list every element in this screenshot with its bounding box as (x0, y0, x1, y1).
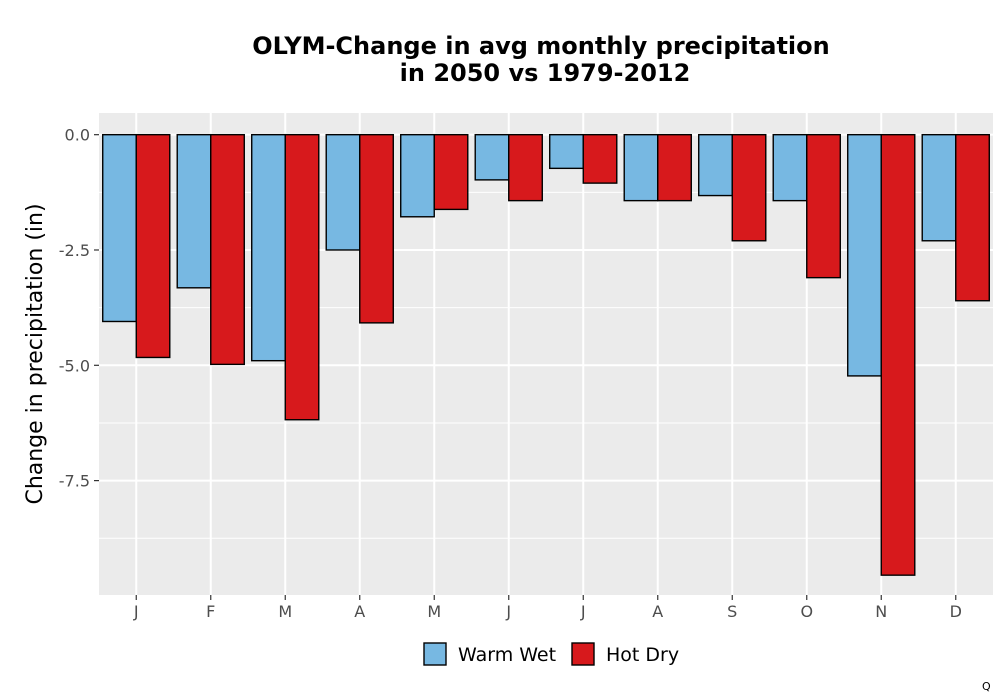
x-tick-label: S (727, 602, 737, 621)
bar-warm-wet (400, 133, 435, 218)
legend-label-hot-dry: Hot Dry (606, 644, 679, 666)
bar-hot-dry (135, 133, 171, 359)
chart-title-line-2: in 2050 vs 1979-2012 (400, 59, 691, 87)
x-tick-label: J (505, 602, 511, 621)
x-tick-label: A (354, 602, 365, 621)
bar-hot-dry (284, 133, 320, 421)
bar-warm-wet (325, 133, 361, 251)
bar-warm-wet (251, 133, 286, 362)
bar-warm-wet (549, 133, 584, 170)
bar-hot-dry (210, 133, 245, 366)
x-tick-label: J (133, 602, 139, 621)
bar-warm-wet (623, 133, 659, 202)
legend-label-warm-wet: Warm Wet (458, 644, 556, 666)
y-tick-label: -2.5 (59, 241, 90, 260)
bar-warm-wet (474, 133, 510, 181)
bar-warm-wet (847, 133, 882, 377)
legend: Warm Wet Hot Dry (423, 642, 679, 666)
bar-hot-dry (880, 133, 916, 576)
x-tick-label: D (950, 602, 962, 621)
bar-hot-dry (582, 133, 618, 184)
x-tick-label: N (875, 602, 887, 621)
x-tick-label: M (427, 602, 441, 621)
bar-warm-wet (772, 133, 808, 202)
y-axis-ticks: 0.0 -2.5 -5.0 -7.5 (59, 126, 99, 491)
bar-hot-dry (657, 133, 692, 202)
bar-warm-wet (698, 133, 733, 197)
bar-hot-dry (806, 133, 841, 279)
y-axis-title: Change in precipitation (in) (23, 203, 48, 504)
legend-key-hot-dry (571, 642, 595, 666)
legend-key-warm-wet (423, 642, 447, 666)
y-tick-label: -5.0 (59, 356, 90, 375)
x-tick-label: J (580, 602, 586, 621)
x-tick-label: O (800, 602, 813, 621)
chart-title-line-1: OLYM-Change in avg monthly precipitation (252, 32, 829, 60)
bar-warm-wet (921, 133, 957, 242)
bar-warm-wet (176, 133, 212, 289)
bar-hot-dry (508, 133, 543, 202)
bar-hot-dry (955, 133, 990, 302)
x-tick-label: M (278, 602, 292, 621)
x-tick-label: A (652, 602, 663, 621)
bar-hot-dry (359, 133, 394, 324)
corner-mark: Q (982, 680, 991, 693)
y-tick-label: 0.0 (65, 126, 90, 145)
x-tick-label: F (206, 602, 215, 621)
bar-hot-dry (433, 133, 469, 211)
y-tick-label: -7.5 (59, 472, 90, 491)
bar-warm-wet (102, 133, 137, 323)
plot-panel (99, 113, 993, 595)
bars (102, 133, 990, 576)
bar-hot-dry (731, 133, 767, 242)
